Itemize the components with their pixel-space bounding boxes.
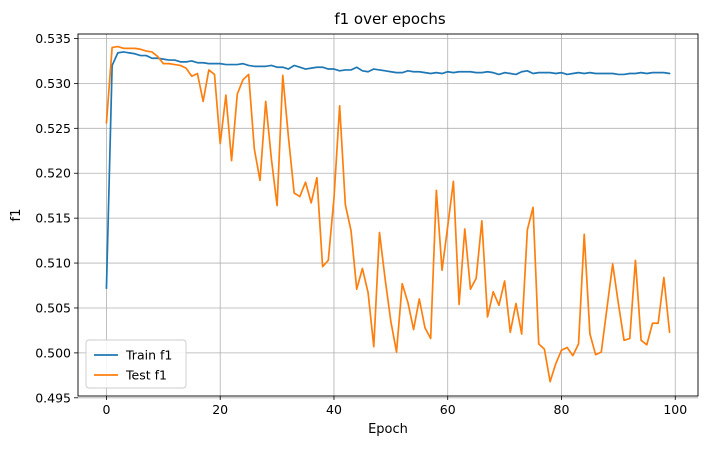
chart-title: f1 over epochs xyxy=(334,10,445,28)
y-axis-label: f1 xyxy=(9,209,24,222)
y-tick-label: 0.495 xyxy=(35,390,71,405)
series-layer xyxy=(105,45,671,383)
legend-label: Test f1 xyxy=(125,368,167,383)
y-tick-label: 0.500 xyxy=(35,345,71,360)
y-tick-label: 0.525 xyxy=(35,121,71,136)
x-tick-label: 40 xyxy=(326,402,342,417)
x-tick-label: 20 xyxy=(212,402,228,417)
x-tick-label: 60 xyxy=(440,402,456,417)
y-tick-label: 0.520 xyxy=(35,166,71,181)
legend-box xyxy=(85,339,187,389)
y-tick-label: 0.510 xyxy=(35,256,71,271)
legend: Train f1 Test f1 xyxy=(85,339,187,389)
legend-label: Train f1 xyxy=(125,348,172,363)
y-tick-label: 0.535 xyxy=(35,31,71,46)
y-tick-label: 0.530 xyxy=(35,76,71,91)
series-line-test-f1 xyxy=(105,45,671,383)
series-line-train-f1 xyxy=(105,51,671,290)
x-tick-label: 0 xyxy=(102,402,110,417)
y-tick-label: 0.505 xyxy=(35,300,71,315)
y-tick-label: 0.515 xyxy=(35,211,71,226)
x-axis-label: Epoch xyxy=(368,422,408,437)
x-tick-label: 100 xyxy=(663,402,687,417)
plot-frame xyxy=(77,33,699,397)
x-tick-label: 80 xyxy=(554,402,570,417)
ticks: 0 20 40 60 80 100 0.495 0.500 0.505 0.510 0.515 0.5… xyxy=(35,31,687,417)
